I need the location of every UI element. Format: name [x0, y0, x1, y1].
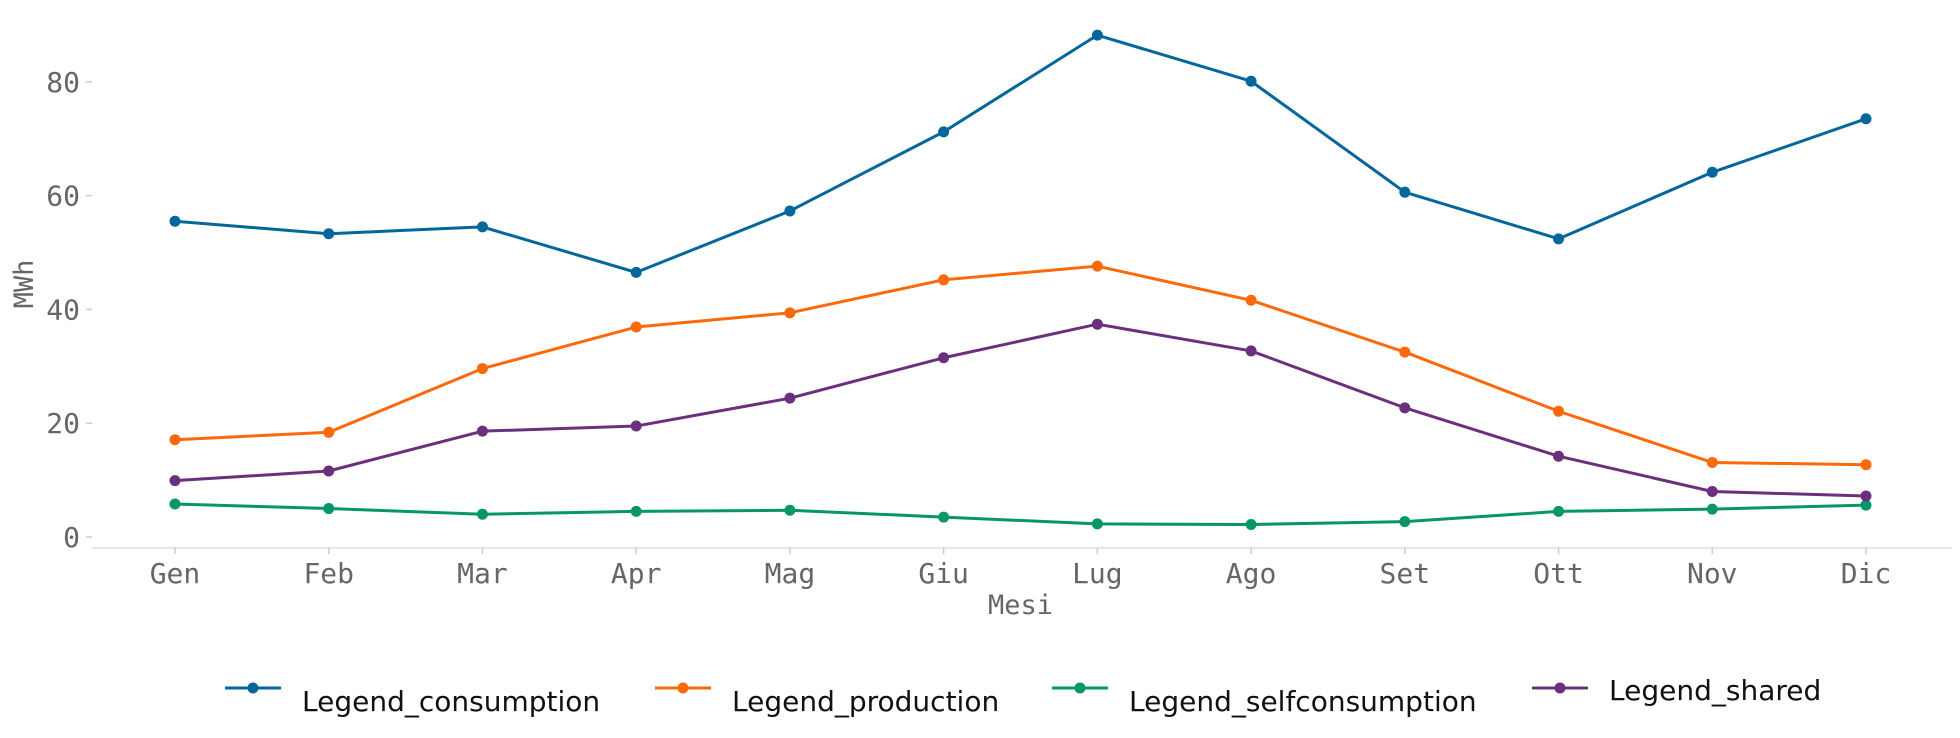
- data-point: [1245, 518, 1257, 530]
- data-point: [476, 425, 488, 437]
- y-tick-label: 40: [46, 293, 80, 326]
- series-layer: [169, 29, 1872, 530]
- legend-swatch-marker: [1074, 682, 1086, 694]
- series-line: [174, 264, 1867, 467]
- x-tick-label: Ott: [1533, 557, 1584, 590]
- axes: 0 20 40 60 80 Gen Feb Mar Apr Mag Giu Lug Ago Set Ott N…: [46, 66, 1952, 590]
- data-point: [784, 205, 796, 217]
- data-point: [1706, 503, 1718, 515]
- data-point: [1553, 233, 1565, 245]
- x-tick-label: Lug: [1072, 557, 1123, 590]
- series-line: [174, 322, 1867, 498]
- data-point: [169, 498, 181, 510]
- series-legend-shared: [169, 318, 1872, 502]
- y-tick-label: 0: [63, 521, 80, 554]
- data-point: [630, 266, 642, 278]
- data-point: [1091, 318, 1103, 330]
- x-tick-label: Gen: [150, 557, 201, 590]
- data-point: [169, 475, 181, 487]
- x-tick-label: Nov: [1687, 557, 1738, 590]
- data-point: [1706, 166, 1718, 178]
- legend-swatch-marker: [677, 682, 689, 694]
- data-point: [630, 420, 642, 432]
- legend-item: Legend_shared: [1532, 674, 1821, 707]
- legend-item: Legend_production: [655, 682, 999, 718]
- series-line: [174, 502, 1867, 526]
- data-point: [1399, 346, 1411, 358]
- y-tick-label: 80: [46, 66, 80, 99]
- data-point: [1860, 490, 1872, 502]
- legend-swatch-marker: [1554, 682, 1566, 694]
- x-tick-label: Mar: [457, 557, 508, 590]
- data-point: [169, 434, 181, 446]
- data-point: [1553, 405, 1565, 417]
- data-point: [1399, 402, 1411, 414]
- data-point: [1245, 294, 1257, 306]
- legend-label: Legend_consumption: [302, 685, 600, 718]
- data-point: [476, 221, 488, 233]
- series-legend-consumption: [169, 29, 1872, 278]
- data-point: [1553, 450, 1565, 462]
- series-legend-selfconsumption: [169, 498, 1872, 530]
- data-point: [1553, 505, 1565, 517]
- x-tick-label: Ago: [1226, 557, 1277, 590]
- data-point: [476, 508, 488, 520]
- x-tick-label: Feb: [303, 557, 354, 590]
- data-point: [784, 504, 796, 516]
- legend-label: Legend_shared: [1609, 674, 1821, 707]
- data-point: [1706, 456, 1718, 468]
- data-point: [784, 307, 796, 319]
- data-point: [1706, 485, 1718, 497]
- x-tick-label: Apr: [611, 557, 662, 590]
- x-tick-label: Set: [1380, 557, 1431, 590]
- legend-swatch-marker: [247, 682, 259, 694]
- data-point: [784, 392, 796, 404]
- data-point: [1860, 499, 1872, 511]
- data-point: [938, 511, 950, 523]
- data-point: [476, 363, 488, 375]
- data-point: [323, 503, 335, 515]
- data-point: [938, 274, 950, 286]
- y-tick-label: 20: [46, 407, 80, 440]
- data-point: [1399, 186, 1411, 198]
- data-point: [323, 426, 335, 438]
- legend-label: Legend_production: [732, 685, 999, 718]
- data-point: [938, 352, 950, 364]
- data-point: [323, 228, 335, 240]
- data-point: [1091, 518, 1103, 530]
- data-point: [1860, 459, 1872, 471]
- legend-item: Legend_consumption: [225, 682, 600, 718]
- data-point: [938, 126, 950, 138]
- data-point: [1399, 516, 1411, 528]
- legend-item: Legend_selfconsumption: [1052, 682, 1477, 718]
- legend-label: Legend_selfconsumption: [1129, 685, 1477, 718]
- data-point: [1245, 75, 1257, 87]
- data-point: [630, 505, 642, 517]
- data-point: [1860, 113, 1872, 125]
- series-line: [174, 33, 1867, 274]
- data-point: [1245, 345, 1257, 357]
- legend: Legend_consumption Legend_production Legen…: [225, 674, 1821, 718]
- x-axis-title: Mesi: [988, 590, 1053, 621]
- data-point: [323, 465, 335, 477]
- x-tick-label: Dic: [1841, 557, 1892, 590]
- data-point: [1091, 260, 1103, 272]
- x-tick-label: Giu: [918, 557, 969, 590]
- data-point: [1091, 29, 1103, 41]
- data-point: [630, 321, 642, 333]
- y-tick-label: 60: [46, 180, 80, 213]
- series-legend-production: [169, 260, 1872, 471]
- data-point: [169, 215, 181, 227]
- x-tick-label: Mag: [765, 557, 816, 590]
- y-axis-title: MWh: [9, 260, 40, 309]
